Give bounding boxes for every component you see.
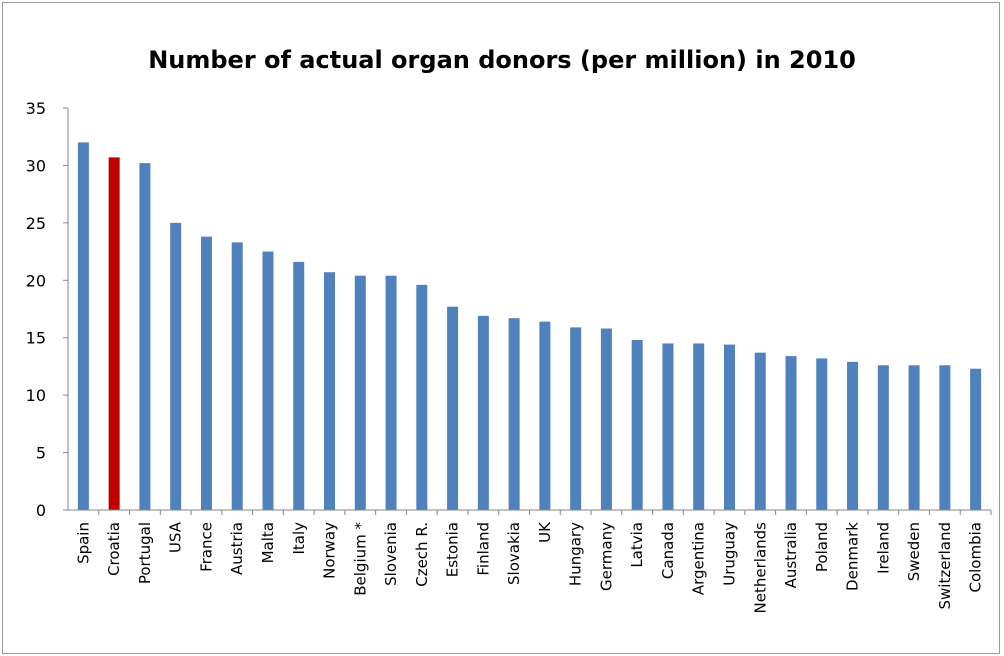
bar-austria xyxy=(231,242,243,510)
bar-australia xyxy=(785,356,797,510)
y-tick-label: 30 xyxy=(26,156,46,175)
x-tick-label: Croatia xyxy=(105,522,123,576)
x-tick-label: UK xyxy=(536,521,554,543)
bar-norway xyxy=(324,272,336,510)
x-tick-label: Netherlands xyxy=(751,522,769,614)
bar-estonia xyxy=(447,306,459,510)
chart-title: Number of actual organ donors (per milli… xyxy=(148,46,856,74)
x-tick-label: Belgium * xyxy=(351,522,369,596)
bar-netherlands xyxy=(754,352,766,510)
x-tick-label: France xyxy=(197,522,215,572)
y-tick-label: 20 xyxy=(26,271,46,290)
x-tick-label: Spain xyxy=(74,522,92,564)
bar-slovenia xyxy=(385,275,397,510)
bar-canada xyxy=(662,343,674,510)
x-tick-label: Portugal xyxy=(136,522,154,584)
bar-czech-r xyxy=(416,284,428,510)
x-tick-label: Latvia xyxy=(628,522,646,568)
x-tick-label: Norway xyxy=(321,522,339,579)
bars xyxy=(77,142,982,511)
bar-colombia xyxy=(970,368,982,510)
bar-denmark xyxy=(847,361,859,510)
bar-finland xyxy=(477,315,489,510)
bar-spain xyxy=(77,142,89,510)
x-tick-label: Austria xyxy=(228,522,246,575)
bar-hungary xyxy=(570,327,582,510)
x-tick-label: Czech R. xyxy=(413,522,431,587)
bar-portugal xyxy=(139,163,151,511)
y-tick-label: 5 xyxy=(36,444,46,463)
x-tick-label: Sweden xyxy=(905,522,923,581)
bar-sweden xyxy=(908,365,920,510)
y-tick-label: 0 xyxy=(36,501,46,520)
y-tick-label: 25 xyxy=(26,214,46,233)
bar-uk xyxy=(539,321,551,510)
x-tick-label: Uruguay xyxy=(720,522,738,586)
x-tick-label: Ireland xyxy=(874,522,892,574)
x-tick-label: Estonia xyxy=(444,522,462,577)
bar-croatia xyxy=(108,157,120,511)
bar-poland xyxy=(816,358,828,510)
x-tick-label: Slovakia xyxy=(505,522,523,585)
bar-malta xyxy=(262,251,274,511)
x-tick-label: Hungary xyxy=(567,522,585,586)
x-axis: Spain Croatia Portugal USA France Austria Malt… xyxy=(68,509,992,614)
bar-italy xyxy=(293,261,305,510)
x-tick-label: Poland xyxy=(813,522,831,572)
bar-argentina xyxy=(693,343,705,510)
y-tick-label: 35 xyxy=(26,99,46,118)
x-tick-label: Malta xyxy=(259,522,277,563)
x-tick-label: Denmark xyxy=(844,522,862,591)
x-tick-label: Switzerland xyxy=(936,522,954,610)
x-tick-label: Germany xyxy=(597,522,615,591)
y-axis: 0 5 10 15 20 25 30 35 xyxy=(26,99,69,520)
y-tick-label: 15 xyxy=(26,329,46,348)
x-tick-label: Slovenia xyxy=(382,522,400,586)
y-tick-label: 10 xyxy=(26,386,46,405)
x-tick-label: Argentina xyxy=(690,522,708,595)
x-tick-label: Australia xyxy=(782,522,800,588)
bar-belgium xyxy=(354,275,366,510)
bar-switzerland xyxy=(939,365,951,510)
bar-latvia xyxy=(631,340,643,510)
bar-usa xyxy=(170,222,182,510)
bar-slovakia xyxy=(508,318,520,510)
bar-uruguay xyxy=(723,344,735,510)
x-tick-label: Italy xyxy=(290,522,308,555)
bar-germany xyxy=(600,328,612,510)
x-tick-label: Finland xyxy=(474,522,492,576)
bar-france xyxy=(200,236,212,510)
x-tick-label: Colombia xyxy=(967,522,985,593)
bar-ireland xyxy=(877,365,889,510)
x-tick-label: Canada xyxy=(659,522,677,579)
x-tick-label: USA xyxy=(167,521,185,553)
